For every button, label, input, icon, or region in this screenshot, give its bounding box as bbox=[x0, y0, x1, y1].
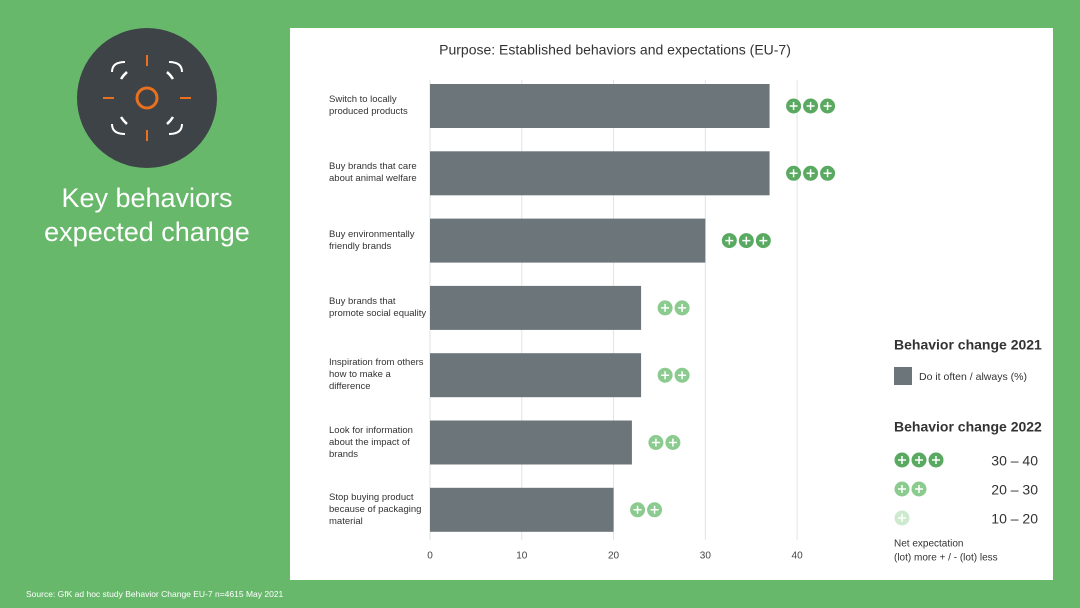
category-label: Stop buying product because of packaging… bbox=[329, 491, 422, 527]
change-icon bbox=[803, 98, 819, 114]
category-label: Buy brands that promote social equality bbox=[329, 295, 427, 319]
change-icon bbox=[786, 98, 802, 114]
x-tick-label: 20 bbox=[608, 551, 620, 562]
change-icon bbox=[665, 435, 681, 450]
category-label: Inspiration from others how to make a di… bbox=[329, 357, 424, 393]
bar bbox=[430, 84, 770, 128]
legend-icon bbox=[894, 481, 910, 497]
change-icon bbox=[648, 435, 664, 450]
change-icon bbox=[755, 233, 771, 249]
legend-note: Net expectation bbox=[894, 539, 964, 550]
change-icon bbox=[803, 165, 819, 181]
category-label: Look for information about the impact of… bbox=[329, 424, 413, 460]
legend-label: Do it often / always (%) bbox=[919, 371, 1027, 383]
legend-icon bbox=[928, 452, 944, 468]
legend-title: Behavior change 2022 bbox=[894, 419, 1042, 435]
bar bbox=[430, 353, 642, 398]
category-label: Buy environmentally friendly brands bbox=[329, 228, 415, 252]
side-title: Key behaviors bbox=[61, 183, 233, 213]
change-icon bbox=[786, 165, 802, 181]
x-tick-label: 30 bbox=[700, 551, 712, 562]
legend-icon bbox=[911, 481, 927, 497]
change-icon bbox=[674, 300, 690, 316]
legend-note: (lot) more + / - (lot) less bbox=[894, 553, 998, 564]
category-label: Buy brands that care about animal welfar… bbox=[329, 161, 417, 185]
change-icon bbox=[721, 233, 737, 249]
legend-swatch bbox=[894, 367, 912, 385]
x-tick-label: 0 bbox=[427, 551, 433, 562]
bar bbox=[430, 285, 642, 330]
side-title: expected change bbox=[44, 217, 250, 247]
legend-label: 20 – 30 bbox=[991, 482, 1038, 498]
source: Source: GfK ad hoc study Behavior Change… bbox=[26, 589, 284, 599]
legend-label: 30 – 40 bbox=[991, 453, 1038, 469]
change-icon bbox=[820, 98, 836, 114]
chart-title: Purpose: Established behaviors and expec… bbox=[439, 42, 791, 58]
x-tick-label: 10 bbox=[516, 551, 528, 562]
x-tick-label: 40 bbox=[792, 551, 804, 562]
legend-title: Behavior change 2021 bbox=[894, 337, 1042, 353]
bar bbox=[430, 420, 632, 465]
change-icon bbox=[657, 300, 673, 316]
bar bbox=[430, 218, 706, 263]
bar bbox=[430, 487, 614, 532]
legend-icon bbox=[894, 510, 910, 526]
legend-label: 10 – 20 bbox=[991, 511, 1038, 527]
legend-icon bbox=[911, 452, 927, 468]
category-label: Switch to locally produced products bbox=[329, 94, 408, 117]
change-icon bbox=[630, 502, 646, 518]
change-icon bbox=[657, 367, 673, 383]
target-icon bbox=[77, 28, 217, 168]
change-icon bbox=[820, 165, 836, 181]
change-icon bbox=[674, 367, 690, 383]
change-icon bbox=[738, 233, 754, 249]
change-icon bbox=[647, 502, 663, 518]
legend-icon bbox=[894, 452, 910, 468]
bar bbox=[430, 151, 770, 196]
